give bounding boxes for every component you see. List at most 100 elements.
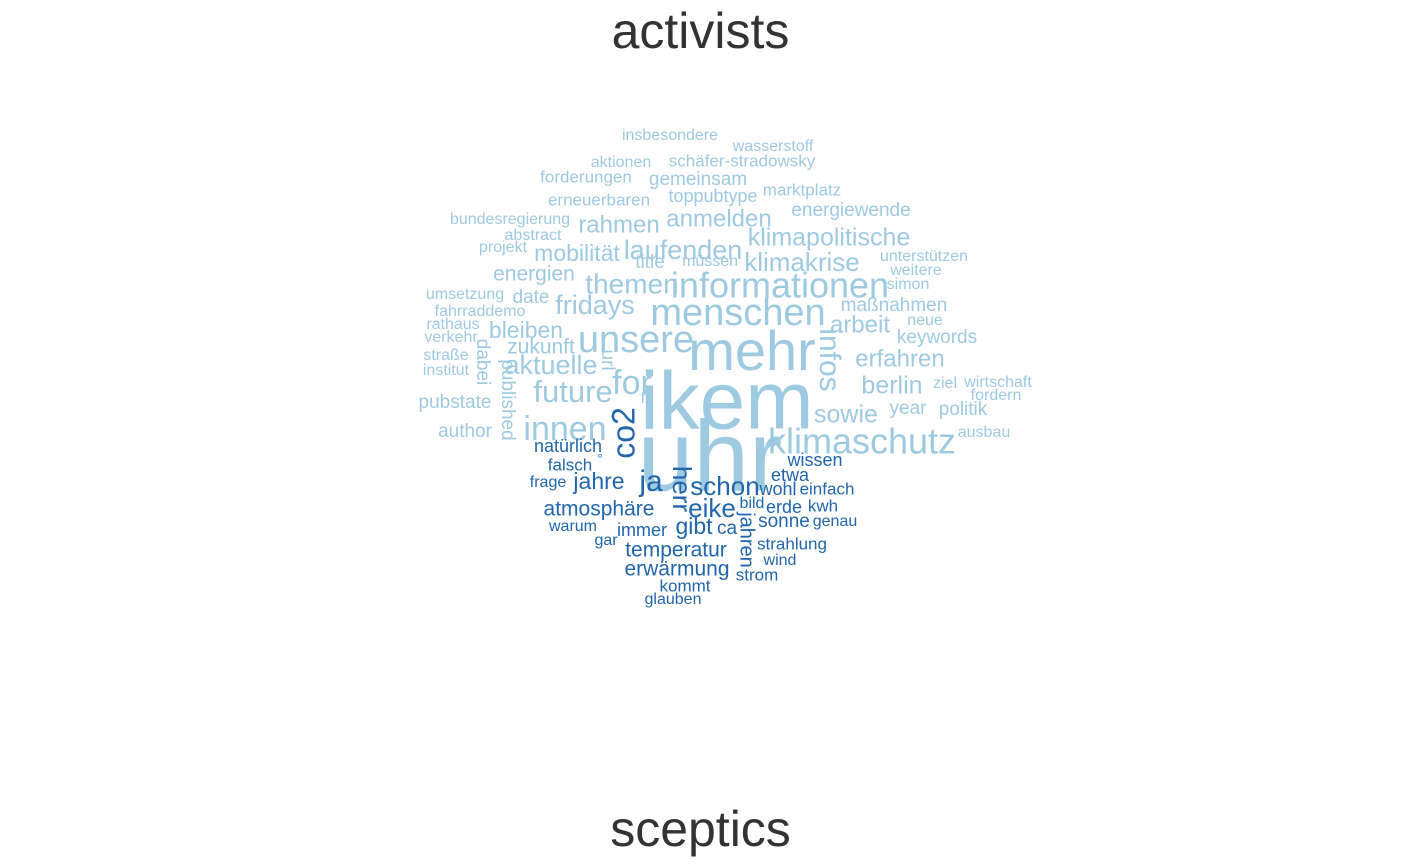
- word-activists: sowie: [814, 401, 878, 429]
- word-activists: unterstützen: [880, 248, 968, 265]
- word-activists: ausbau: [958, 424, 1011, 441]
- group-title-activists: activists: [611, 3, 790, 59]
- word-activists: schäfer-stradowsky: [669, 151, 816, 170]
- word-activists: arbeit: [830, 311, 890, 338]
- word-sceptics: falsch: [548, 455, 592, 474]
- word-sceptics: etwa: [771, 465, 810, 485]
- word-sceptics: herr: [667, 466, 697, 513]
- word-sceptics: temperatur: [625, 539, 727, 562]
- word-activists: energien: [493, 263, 575, 286]
- word-activists: ziel: [933, 375, 957, 392]
- word-activists: projekt: [479, 239, 528, 256]
- word-activists: menschen: [650, 292, 825, 334]
- word-sceptics: ja: [638, 465, 663, 498]
- word-sceptics: genau: [813, 513, 858, 530]
- word-activists: dabei: [472, 339, 493, 386]
- word-activists: future: [533, 374, 612, 409]
- word-sceptics: warum: [548, 518, 597, 535]
- word-sceptics: erwärmung: [624, 558, 729, 581]
- word-activists: title: [635, 252, 665, 273]
- word-activists: keywords: [897, 327, 977, 348]
- word-sceptics: ca: [717, 518, 738, 539]
- word-activists: gemeinsam: [649, 169, 747, 190]
- word-activists: laufenden: [624, 235, 743, 265]
- word-activists: rathaus: [426, 316, 479, 333]
- word-activists: innen: [523, 410, 606, 448]
- word-sceptics: wissen: [786, 450, 842, 470]
- word-activists: fff: [641, 390, 654, 407]
- word-sceptics: strom: [736, 565, 779, 584]
- word-activists: infos: [813, 328, 846, 391]
- word-activists: wirtschaft: [963, 374, 1032, 391]
- word-sceptics: atmosphäre: [544, 498, 655, 521]
- word-activists: abstract: [505, 227, 562, 244]
- word-activists: erfahren: [855, 345, 944, 372]
- group-title-sceptics: sceptics: [610, 801, 791, 857]
- word-activists: marktplatz: [763, 180, 841, 199]
- word-activists: aktionen: [591, 154, 652, 171]
- word-activists: bleiben: [489, 317, 563, 343]
- word-activists: published: [497, 359, 518, 440]
- word-activists: verkehr: [424, 329, 478, 346]
- word-activists: date: [513, 287, 550, 308]
- word-sceptics: einfach: [800, 479, 855, 498]
- word-activists: zukunft: [507, 336, 575, 359]
- word-activists: umsetzung: [426, 286, 504, 303]
- word-sceptics: kommt: [660, 576, 711, 595]
- word-sceptics: gar: [594, 532, 618, 549]
- word-activists: energiewende: [791, 200, 910, 221]
- word-activists: maßnahmen: [841, 295, 948, 316]
- word-activists: unsere: [578, 319, 694, 361]
- word-sceptics: frage: [530, 474, 567, 491]
- word-activists: weitere: [889, 262, 942, 279]
- word-activists: mobilität: [534, 240, 620, 266]
- word-activists: url: [597, 349, 618, 370]
- word-activists: uhr: [638, 400, 783, 512]
- word-sceptics: jahren: [736, 511, 758, 568]
- word-activists: straße: [423, 347, 468, 364]
- word-sceptics: glauben: [645, 591, 702, 608]
- word-activists: wasserstoff: [732, 138, 814, 155]
- word-activists: neue: [907, 312, 943, 329]
- word-activists: toppubtype: [668, 186, 757, 206]
- word-activists: simon: [887, 276, 930, 293]
- word-sceptics: wohl: [758, 479, 796, 499]
- word-sceptics: °: [597, 451, 603, 467]
- word-sceptics: erde: [766, 497, 802, 517]
- word-activists: rahmen: [578, 211, 659, 238]
- word-activists: pubstate: [419, 392, 492, 413]
- word-activists: year: [890, 398, 928, 419]
- word-activists: klimaschutz: [768, 421, 956, 462]
- word-sceptics: strahlung: [757, 534, 827, 553]
- word-sceptics: kwh: [808, 496, 838, 515]
- word-activists: klimapolitische: [748, 224, 911, 252]
- word-activists: mehr: [688, 319, 816, 382]
- word-activists: forderungen: [540, 167, 632, 186]
- word-activists: informationen: [671, 265, 889, 306]
- word-sceptics: jahre: [572, 468, 624, 494]
- word-activists: klimakrise: [744, 247, 860, 277]
- word-activists: aktuelle: [504, 350, 597, 380]
- word-activists: bundesregierung: [450, 211, 570, 228]
- word-activists: anmelden: [666, 205, 771, 232]
- word-sceptics: schon: [690, 471, 759, 501]
- word-sceptics: immer: [617, 520, 667, 540]
- word-sceptics: co2: [605, 407, 641, 459]
- word-sceptics: sonne: [758, 511, 810, 532]
- word-activists: fridays: [555, 290, 635, 320]
- word-sceptics: gibt: [675, 513, 713, 539]
- word-activists: müssen: [682, 253, 738, 270]
- word-activists: berlin: [861, 372, 922, 400]
- word-sceptics: natürlich: [534, 436, 602, 456]
- word-activists: author: [438, 421, 493, 442]
- word-activists: institut: [423, 362, 470, 379]
- word-sceptics: wind: [763, 552, 797, 569]
- word-sceptics: eike: [688, 493, 736, 523]
- word-activists: ikem: [640, 356, 813, 447]
- word-activists: fordern: [971, 387, 1022, 404]
- word-activists: politik: [939, 399, 988, 420]
- word-activists: for: [612, 364, 652, 402]
- word-activists: erneuerbaren: [548, 190, 650, 209]
- word-activists: fahrraddemo: [435, 303, 526, 320]
